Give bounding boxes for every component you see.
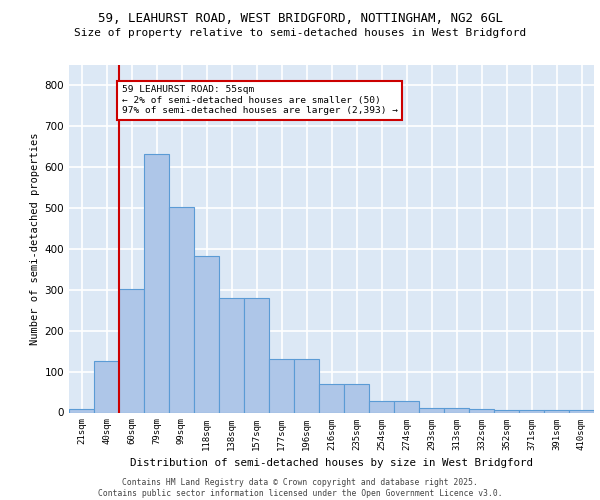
Bar: [394, 402, 419, 412]
Bar: [444, 408, 469, 412]
Bar: [194, 256, 219, 412]
Bar: [319, 384, 344, 412]
Bar: [544, 410, 569, 412]
Bar: [119, 288, 144, 412]
Y-axis label: Number of semi-detached properties: Number of semi-detached properties: [31, 132, 40, 345]
Bar: [69, 409, 94, 412]
Text: 59, LEAHURST ROAD, WEST BRIDGFORD, NOTTINGHAM, NG2 6GL: 59, LEAHURST ROAD, WEST BRIDGFORD, NOTTI…: [97, 12, 503, 26]
Bar: [144, 154, 169, 412]
Bar: [369, 402, 394, 412]
Bar: [569, 410, 594, 412]
Bar: [219, 298, 244, 412]
Bar: [244, 298, 269, 412]
Text: Size of property relative to semi-detached houses in West Bridgford: Size of property relative to semi-detach…: [74, 28, 526, 38]
Bar: [169, 207, 194, 412]
Bar: [344, 384, 369, 412]
Text: Contains HM Land Registry data © Crown copyright and database right 2025.
Contai: Contains HM Land Registry data © Crown c…: [98, 478, 502, 498]
Bar: [419, 408, 444, 412]
Bar: [519, 410, 544, 412]
Bar: [469, 409, 494, 412]
Bar: [94, 362, 119, 412]
Bar: [494, 410, 519, 412]
Bar: [269, 360, 294, 412]
Bar: [294, 360, 319, 412]
Text: 59 LEAHURST ROAD: 55sqm
← 2% of semi-detached houses are smaller (50)
97% of sem: 59 LEAHURST ROAD: 55sqm ← 2% of semi-det…: [121, 86, 398, 115]
X-axis label: Distribution of semi-detached houses by size in West Bridgford: Distribution of semi-detached houses by …: [130, 458, 533, 468]
